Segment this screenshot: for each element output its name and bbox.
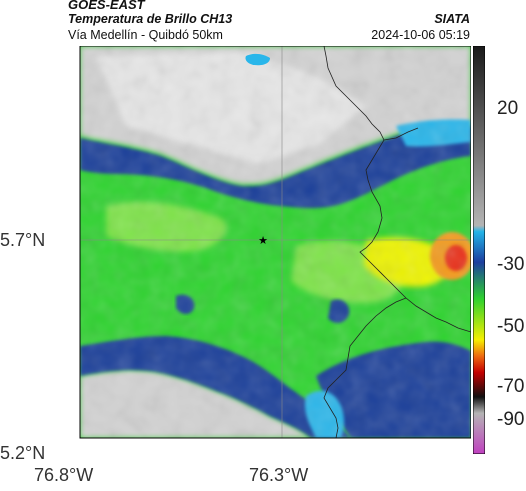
colorbar-tick-minus50: -50 — [497, 316, 525, 337]
colorbar — [473, 46, 485, 454]
white-bottom-margin — [66, 438, 471, 454]
white-left-margin — [66, 46, 80, 454]
cyan-patch-top — [245, 53, 270, 66]
x-tick-76.3W: 76.3°W — [249, 465, 309, 485]
product-name: Temperatura de Brillo CH13 — [68, 12, 233, 26]
agency-name: SIATA — [434, 12, 470, 26]
border-line-1 — [323, 46, 471, 333]
border-line-2 — [383, 127, 419, 141]
country-borders — [323, 46, 471, 439]
y-tick-5.2N: 5.2°N — [0, 443, 46, 463]
border-line-3 — [323, 297, 407, 439]
colorbar-tick-minus90: -90 — [497, 409, 525, 430]
location-marker: ★ — [258, 234, 268, 247]
map-frame — [79, 46, 471, 439]
satellite-map: ★ — [66, 46, 471, 454]
colorbar-tick-minus30: -30 — [497, 254, 525, 275]
route-label: Vía Medellín - Quibdó 50km — [68, 28, 223, 42]
datetime-label: 2024-10-06 05:19 — [371, 28, 470, 42]
satellite-name: GOES-EAST — [68, 0, 145, 12]
colorbar-tick-20: 20 — [497, 98, 519, 119]
colorbar-gradient — [473, 46, 485, 454]
y-tick-5.7N: 5.7°N — [0, 230, 46, 250]
x-tick-76.8W: 76.8°W — [34, 465, 94, 485]
product-title: Temperatura de Brillo CH13 SIATA — [68, 12, 470, 27]
subtitle-row: Vía Medellín - Quibdó 50km 2024-10-06 05… — [68, 28, 470, 43]
satellite-title: GOES-EAST — [68, 0, 470, 12]
colorbar-tick-minus70: -70 — [497, 376, 525, 397]
texture-overlay — [80, 46, 471, 438]
brightness-temperature-field — [80, 46, 471, 438]
